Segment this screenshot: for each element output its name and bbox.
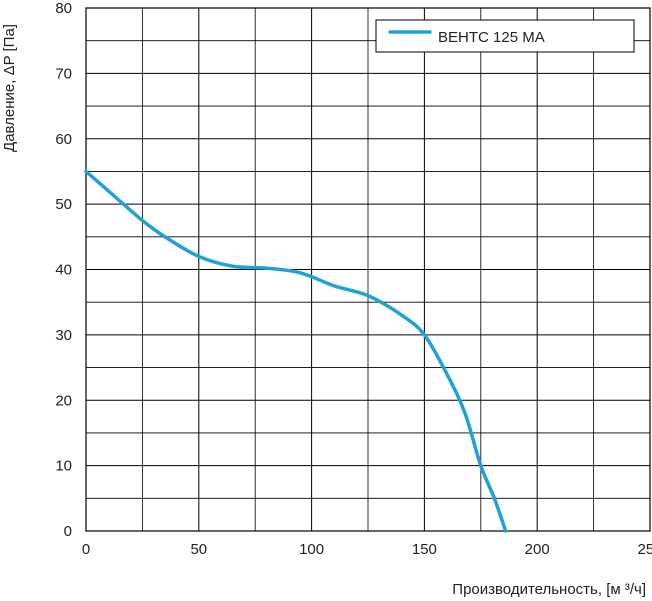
y-tick-label: 0 [64, 523, 72, 540]
y-tick-label: 10 [55, 458, 72, 475]
y-tick-label: 40 [55, 262, 72, 279]
y-tick-label: 50 [55, 196, 72, 213]
x-tick-label: 150 [412, 541, 437, 558]
y-tick-label: 80 [55, 0, 72, 17]
legend-box [375, 19, 635, 53]
grid [85, 7, 651, 532]
legend: ВЕНТС 125 МА [375, 19, 635, 53]
y-tick-label: 70 [55, 65, 72, 82]
tick-labels: 0 50 100 150 200 250 0 10 20 30 40 50 60 70 80 [55, 0, 652, 558]
legend-label: ВЕНТС 125 МА [438, 29, 545, 46]
plot-area-border [85, 7, 651, 532]
y-tick-label: 60 [55, 131, 72, 148]
x-axis-label: Производительность, [м ³/ч] [452, 581, 646, 598]
x-tick-label: 200 [525, 541, 550, 558]
x-tick-label: 250 [637, 541, 652, 558]
series-line-vents-125-ma [84, 169, 508, 533]
y-tick-label: 20 [55, 392, 72, 409]
y-axis-label: Давление, ΔP [Па] [1, 24, 18, 152]
x-tick-label: 50 [190, 541, 207, 558]
y-tick-label: 30 [55, 327, 72, 344]
x-tick-label: 100 [299, 541, 324, 558]
x-tick-label: 0 [82, 541, 90, 558]
